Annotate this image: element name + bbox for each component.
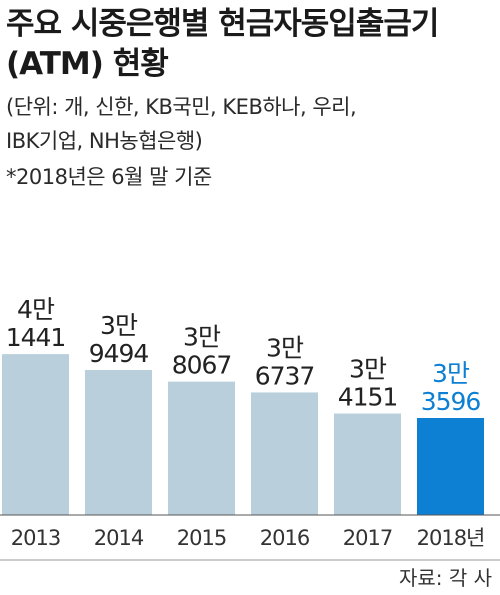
data-label-bottom: 1441	[6, 323, 66, 352]
data-label-top: 4만	[17, 295, 55, 324]
data-label-top: 3만	[266, 333, 304, 362]
bar-2013	[2, 354, 69, 515]
data-label-bottom: 9494	[89, 339, 149, 368]
unit-note-line-2: IBK기업, NH농협은행)	[6, 129, 203, 153]
x-tick-label: 2015	[177, 526, 226, 550]
bar-2017	[334, 413, 401, 515]
data-label-bottom: 4151	[338, 382, 398, 411]
bar-2018년	[417, 418, 484, 515]
x-tick-label: 2014	[94, 526, 144, 550]
data-label-bottom: 8067	[172, 351, 232, 380]
data-label-top: 3만	[100, 311, 138, 340]
bar-2014	[85, 369, 152, 515]
unit-note: (단위: 개, 신한, KB국민, KEB하나, 우리, IBK기업, NH농협…	[6, 90, 496, 158]
bar-2015	[168, 381, 235, 515]
bar-2016	[251, 392, 318, 515]
data-label-top: 3만	[432, 359, 470, 388]
x-tick-label: 2013	[11, 526, 60, 550]
x-tick-label: 2017	[343, 526, 392, 550]
source-note: 자료: 각 사	[398, 566, 492, 590]
x-tick-label: 2018년	[417, 526, 485, 550]
x-tick-label: 2016	[260, 526, 310, 550]
data-label-top: 3만	[349, 354, 387, 383]
title-line-2: (ATM) 현황	[6, 46, 169, 82]
basis-note: *2018년은 6월 말 기준	[6, 165, 212, 189]
unit-note-line-1: (단위: 개, 신한, KB국민, KEB하나, 우리,	[6, 95, 357, 119]
title-line-1: 주요 시중은행별 현금자동입출금기	[6, 6, 439, 42]
data-label-top: 3만	[183, 323, 221, 352]
data-label-bottom: 6737	[255, 361, 315, 390]
chart-title: 주요 시중은행별 현금자동입출금기 (ATM) 현황	[6, 4, 496, 84]
data-label-bottom: 3596	[421, 387, 481, 416]
